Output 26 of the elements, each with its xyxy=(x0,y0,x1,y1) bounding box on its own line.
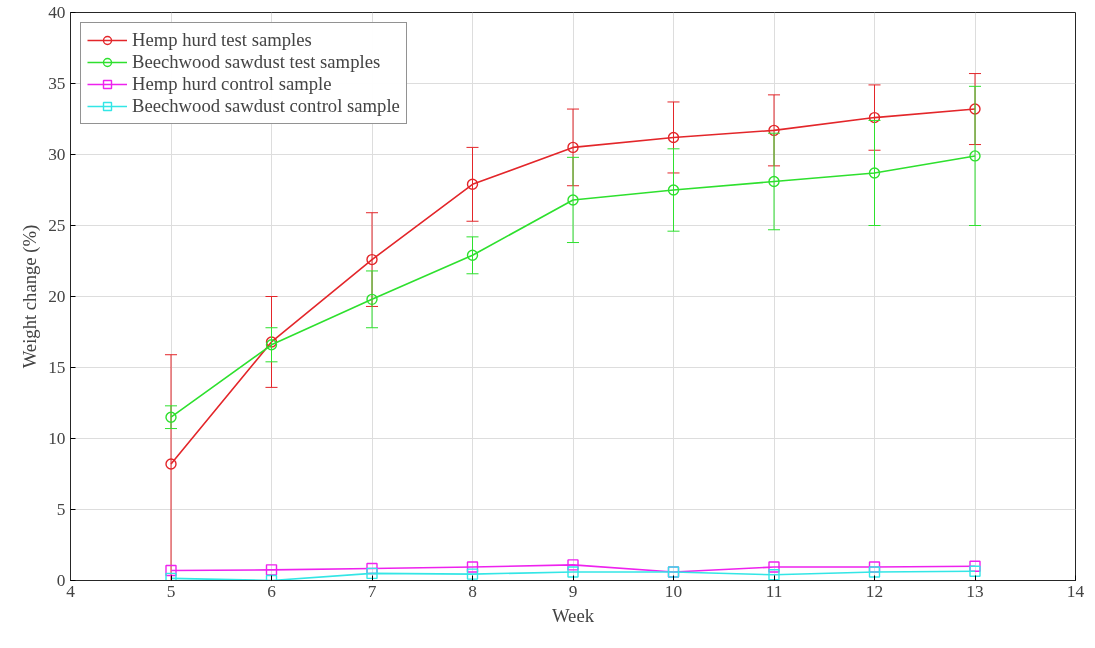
x-tick-label: 12 xyxy=(865,581,884,601)
legend-label: Beechwood sawdust test samples xyxy=(132,51,381,73)
x-tick-label: 13 xyxy=(966,581,984,601)
y-tick-label: 25 xyxy=(48,216,66,235)
y-tick-label: 20 xyxy=(48,287,66,306)
legend-label: Hemp hurd test samples xyxy=(132,29,312,51)
x-tick-label: 4 xyxy=(66,581,76,601)
y-tick-label: 5 xyxy=(56,500,66,519)
legend-label: Hemp hurd control sample xyxy=(132,73,332,95)
y-tick-label: 40 xyxy=(48,3,66,22)
x-tick-label: 10 xyxy=(664,581,683,601)
x-tick-label: 7 xyxy=(367,581,377,601)
x-tick-label: 9 xyxy=(568,581,578,601)
x-tick-label: 11 xyxy=(765,581,783,601)
y-tick-label: 30 xyxy=(48,145,66,164)
y-tick-label: 35 xyxy=(48,74,66,93)
legend-label: Beechwood sawdust control sample xyxy=(132,95,400,117)
x-tick-label: 14 xyxy=(1066,581,1085,601)
x-tick-label: 6 xyxy=(267,581,277,601)
y-axis-title: Weight change (%) xyxy=(19,224,42,369)
x-axis-title: Week xyxy=(552,604,595,626)
y-tick-label: 15 xyxy=(48,358,66,377)
x-tick-label: 5 xyxy=(166,581,176,601)
x-tick-label: 8 xyxy=(468,581,477,601)
y-tick-label: 0 xyxy=(56,571,66,590)
y-tick-label: 10 xyxy=(48,429,66,448)
